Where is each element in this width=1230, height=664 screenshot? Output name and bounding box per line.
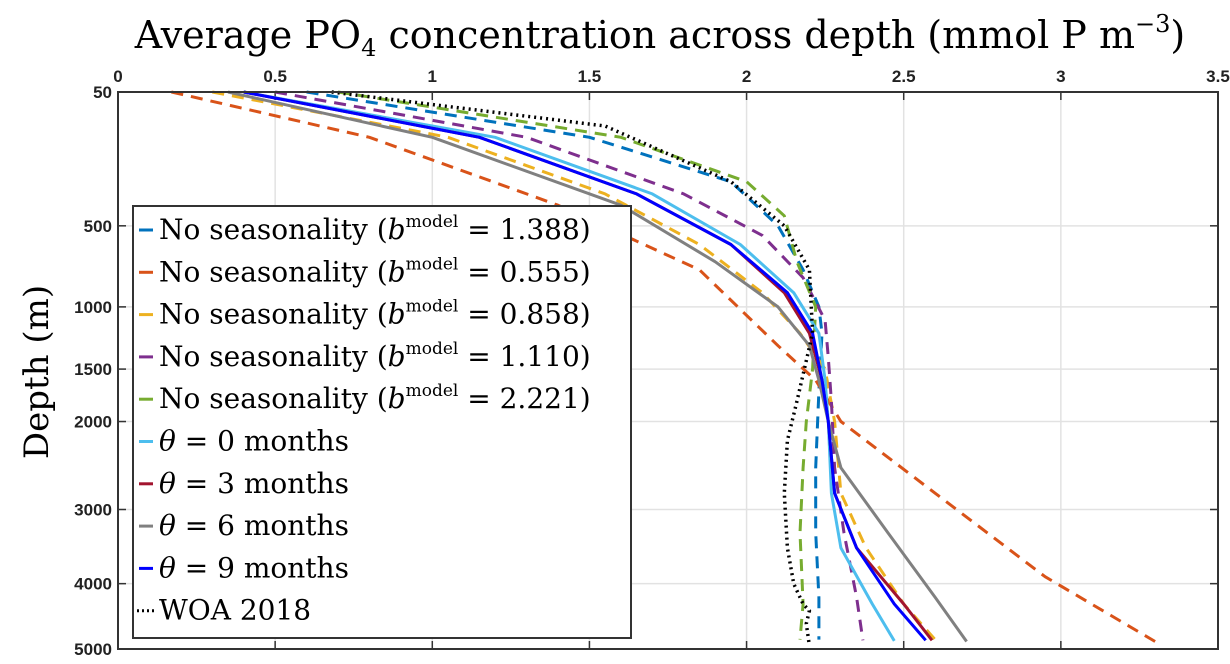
legend-label: No seasonality (bmodel = 0.555) (159, 254, 591, 288)
legend-label: No seasonality (bmodel = 0.858) (159, 297, 591, 331)
series-line-5 (337, 90, 818, 640)
legend-entry: WOA 2018 (137, 594, 311, 627)
y-tick-label: 1000 (74, 298, 112, 317)
legend-label: θ = 0 months (159, 425, 349, 458)
legend-entry: No seasonality (bmodel = 0.555) (139, 254, 591, 288)
series-lines (171, 90, 1156, 647)
legend-label: WOA 2018 (159, 594, 311, 627)
legend-entry: θ = 0 months (139, 425, 349, 458)
legend-label: No seasonality (bmodel = 2.221) (159, 381, 591, 415)
legend-entry: θ = 9 months (139, 551, 349, 584)
legend-entry: No seasonality (bmodel = 1.110) (139, 339, 591, 373)
x-tick-label: 0 (113, 67, 122, 86)
y-tick-label: 2000 (74, 413, 112, 432)
series-line-2 (171, 90, 1156, 643)
y-tick-label: 5000 (74, 640, 112, 659)
svg-text:Average PO4 concentration acro: Average PO4 concentration across depth (… (134, 10, 1185, 62)
legend-entry: θ = 3 months (139, 467, 349, 500)
y-tick-label: 50 (93, 83, 112, 102)
series-line-9 (243, 90, 927, 642)
title-subscript: 4 (361, 34, 376, 62)
y-tick-label: 1500 (74, 360, 112, 379)
x-tick-label: 1 (428, 67, 437, 86)
x-tick-label: 1.5 (578, 67, 602, 86)
legend-entry: No seasonality (bmodel = 2.221) (139, 381, 591, 415)
legend-box (132, 205, 632, 639)
y-tick-label: 500 (84, 217, 112, 236)
title-close: ) (1170, 13, 1185, 57)
y-tick-label: 3000 (74, 501, 112, 520)
legend-label: No seasonality (bmodel = 1.110) (159, 339, 591, 373)
y-tick-label: 4000 (74, 575, 112, 594)
series-line-1 (306, 90, 824, 640)
y-axis-ticks: 50 500 1000 1500 2000 3000 4000 5000 (74, 83, 1218, 659)
legend-entry: No seasonality (bmodel = 1.388) (139, 212, 591, 246)
y-axis-label: Depth (m) (17, 285, 57, 459)
x-tick-label: 3.5 (1206, 67, 1230, 86)
series-line-6 (243, 90, 896, 642)
legend: No seasonality (bmodel = 1.388) No season… (132, 205, 632, 639)
title-main: Average PO (134, 13, 361, 57)
x-tick-label: 3 (1056, 67, 1065, 86)
legend-label: θ = 3 months (159, 467, 349, 500)
x-tick-label: 0.5 (263, 67, 287, 86)
plot-frame (117, 91, 1219, 650)
series-line-4 (274, 90, 865, 641)
legend-label: No seasonality (bmodel = 1.388) (159, 212, 591, 246)
title-superscript: −3 (1135, 10, 1170, 38)
x-tick-label: 2.5 (892, 67, 916, 86)
legend-label: θ = 6 months (159, 509, 349, 542)
title-tail: concentration across depth (mmol P m (376, 13, 1135, 57)
legend-label: θ = 9 months (159, 551, 349, 584)
chart-title: Average PO4 concentration across depth (… (134, 10, 1185, 62)
x-axis-ticks: 0 0.5 1 1.5 2 2.5 3 3.5 (113, 67, 1230, 649)
series-line-8 (227, 90, 968, 643)
legend-entry: No seasonality (bmodel = 0.858) (139, 297, 591, 331)
legend-entry: θ = 6 months (139, 509, 349, 542)
x-tick-label: 2 (742, 67, 751, 86)
